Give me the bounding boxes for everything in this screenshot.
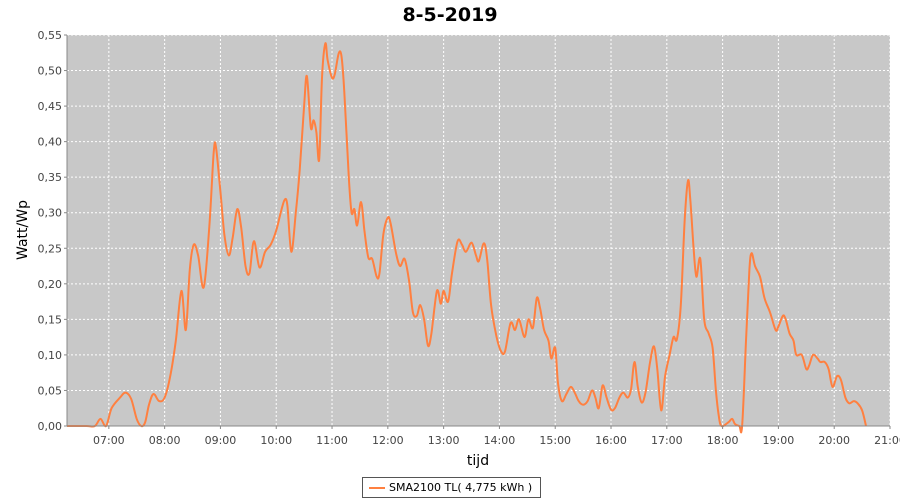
x-tick-label: 17:00 (651, 434, 683, 447)
y-tick-label: 0,05 (38, 384, 63, 397)
legend: SMA2100 TL( 4,775 kWh ) (362, 477, 542, 498)
y-tick-label: 0,15 (38, 313, 63, 326)
y-tick-label: 0,40 (38, 136, 63, 149)
x-tick-label: 19:00 (763, 434, 795, 447)
x-tick-label: 12:00 (372, 434, 404, 447)
y-tick-label: 0,00 (38, 420, 63, 433)
x-tick-label: 09:00 (205, 434, 237, 447)
y-axis-label: Watt/Wp (15, 200, 31, 260)
y-tick-label: 0,25 (38, 242, 63, 255)
x-axis: 07:00 08:00 09:00 10:00 11:00 12:00 13:00 14:00… (67, 425, 900, 447)
x-axis-label: tijd (467, 453, 489, 469)
y-tick-label: 0,10 (38, 349, 63, 362)
legend-label: SMA2100 TL( 4,775 kWh ) (389, 481, 533, 494)
x-tick-label: 13:00 (428, 434, 460, 447)
y-tick-label: 0,20 (38, 278, 63, 291)
x-tick-label: 21:00 (874, 434, 900, 447)
x-tick-label: 08:00 (149, 434, 181, 447)
x-tick-label: 07:00 (93, 434, 125, 447)
x-tick-label: 15:00 (539, 434, 571, 447)
y-tick-label: 0,45 (38, 100, 63, 113)
y-axis: 0,00 0,05 0,10 0,15 0,20 0,25 0,30 0,35 0,40 0,45… (38, 29, 68, 433)
legend-swatch (369, 486, 385, 489)
plot-area (67, 35, 890, 426)
x-tick-label: 14:00 (484, 434, 516, 447)
y-tick-label: 0,35 (38, 171, 63, 184)
series-layer (67, 42, 867, 434)
chart-title: 8-5-2019 (402, 4, 498, 26)
x-tick-label: 18:00 (707, 434, 739, 447)
x-tick-label: 11:00 (316, 434, 348, 447)
x-tick-label: 10:00 (260, 434, 292, 447)
y-tick-label: 0,50 (38, 65, 63, 78)
y-tick-label: 0,30 (38, 207, 63, 220)
x-tick-label: 20:00 (818, 434, 850, 447)
series-line-0 (67, 42, 867, 434)
x-tick-label: 16:00 (595, 434, 627, 447)
y-tick-label: 0,55 (38, 29, 63, 42)
